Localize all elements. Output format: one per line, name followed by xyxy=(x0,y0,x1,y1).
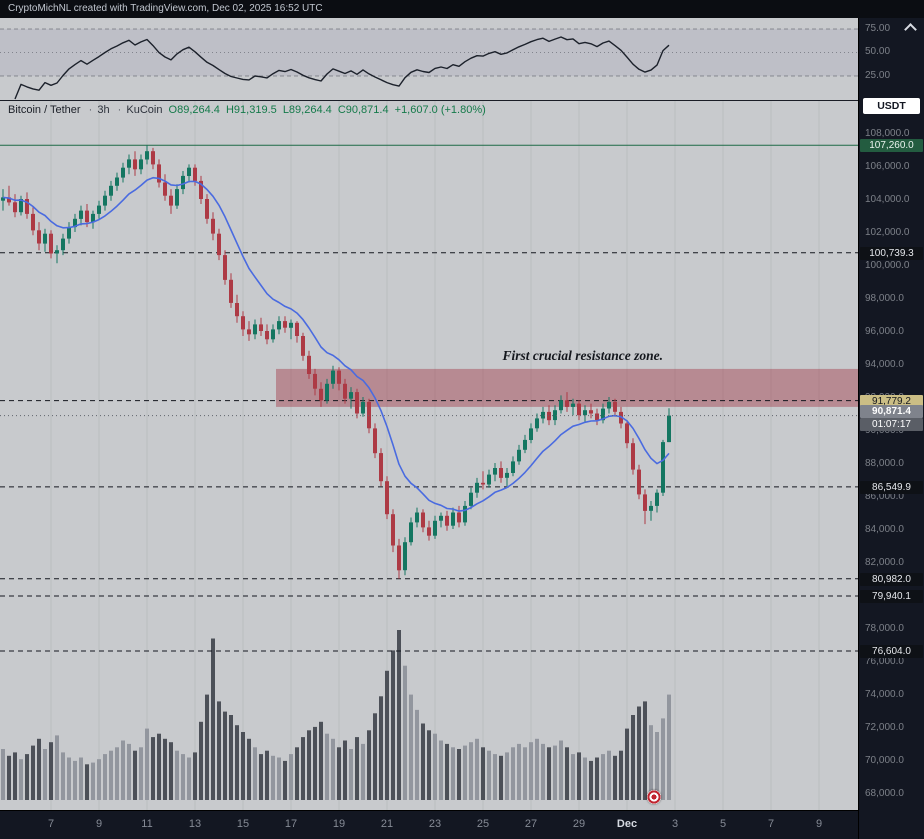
resistance-zone-annotation: First crucial resistance zone. xyxy=(502,348,663,363)
time-tick-label: 13 xyxy=(188,818,202,830)
price-tick-label: 78,000.0 xyxy=(865,623,904,634)
ohlc-close: C90,871.4 xyxy=(337,104,389,116)
price-tick-label: 72,000.0 xyxy=(865,722,904,733)
price-tick-label: 74,000.0 xyxy=(865,689,904,700)
price-tick-label: 102,000.0 xyxy=(865,227,910,238)
time-tick-label: 7 xyxy=(767,818,775,830)
price-tick-label: 76,000.0 xyxy=(865,656,904,667)
rsi-tick-label: 50.00 xyxy=(865,46,891,57)
ohlc-high: H91,319.5 xyxy=(225,104,277,116)
price-tick-label: 108,000.0 xyxy=(865,128,910,139)
time-tick-label: 27 xyxy=(524,818,538,830)
time-tick-label: 7 xyxy=(47,818,55,830)
legend-separator: · xyxy=(117,104,122,116)
attribution-text: CryptoMichNL created with TradingView.co… xyxy=(8,3,323,14)
price-level-label: 86,549.9 xyxy=(860,481,923,494)
attribution-bar: CryptoMichNL created with TradingView.co… xyxy=(0,0,924,18)
price-chart[interactable] xyxy=(0,100,858,810)
price-level-label: 76,604.0 xyxy=(860,645,923,658)
price-tick-label: 100,000.0 xyxy=(865,260,910,271)
price-level-label: 107,260.0 xyxy=(860,139,923,152)
price-tick-label: 106,000.0 xyxy=(865,161,910,172)
rsi-tick-label: 75.00 xyxy=(865,23,891,34)
price-level-label: 91,779.2 xyxy=(860,395,923,408)
time-tick-label: 15 xyxy=(236,818,250,830)
rsi-chart[interactable] xyxy=(0,18,858,100)
time-tick-label: 9 xyxy=(815,818,823,830)
current-price-label: 90,871.4 xyxy=(860,405,923,418)
symbol-name[interactable]: Bitcoin / Tether xyxy=(8,104,81,116)
dart-marker-icon xyxy=(647,790,661,804)
exchange-label: KuCoin xyxy=(126,104,163,116)
price-tick-label: 84,000.0 xyxy=(865,524,904,535)
price-tick-label: 104,000.0 xyxy=(865,194,910,205)
time-tick-label: 9 xyxy=(95,818,103,830)
time-tick-label: 21 xyxy=(380,818,394,830)
time-tick-label: Dec xyxy=(616,818,638,830)
pane-separator[interactable] xyxy=(0,100,858,101)
rsi-tick-label: 25.00 xyxy=(865,70,891,81)
price-tick-label: 94,000.0 xyxy=(865,359,904,370)
time-tick-label: 11 xyxy=(141,818,153,830)
time-tick-label: 29 xyxy=(572,818,586,830)
price-tick-label: 86,000.0 xyxy=(865,491,904,502)
symbol-legend[interactable]: Bitcoin / Tether · 3h · KuCoin O89,264.4… xyxy=(8,104,489,116)
time-tick-label: 3 xyxy=(671,818,679,830)
ohlc-open: O89,264.4 xyxy=(168,104,220,116)
price-change: +1,607.0 (+1.80%) xyxy=(394,104,486,116)
legend-separator: · xyxy=(88,104,93,116)
price-pane[interactable]: Bitcoin / Tether · 3h · KuCoin O89,264.4… xyxy=(0,100,858,810)
price-level-label: 79,940.1 xyxy=(860,590,923,603)
pane-collapse-icon[interactable] xyxy=(904,23,917,36)
rsi-pane[interactable] xyxy=(0,18,858,100)
price-axis[interactable]: USDT 75.00 50.00 25.00 108,000.0 106,000.0 10… xyxy=(858,18,924,839)
price-tick-label: 70,000.0 xyxy=(865,755,904,766)
price-level-label: 80,982.0 xyxy=(860,573,923,586)
price-tick-label: 82,000.0 xyxy=(865,557,904,568)
time-tick-label: 5 xyxy=(719,818,727,830)
interval-label[interactable]: 3h xyxy=(97,104,110,116)
ohlc-low: L89,264.4 xyxy=(282,104,332,116)
time-tick-label: 19 xyxy=(332,818,346,830)
price-tick-label: 88,000.0 xyxy=(865,458,904,469)
time-tick-label: 17 xyxy=(284,818,298,830)
time-axis[interactable]: 7 9 11 13 15 17 19 21 23 25 27 29 Dec 3 5 7 9 xyxy=(0,810,858,839)
countdown-label: 01:07:17 xyxy=(860,418,923,431)
price-tick-label: 98,000.0 xyxy=(865,293,904,304)
time-tick-label: 23 xyxy=(428,818,442,830)
price-level-label: 100,739.3 xyxy=(860,247,923,260)
currency-toggle-button[interactable]: USDT xyxy=(863,98,920,114)
price-tick-label: 68,000.0 xyxy=(865,788,904,799)
time-tick-label: 25 xyxy=(476,818,490,830)
price-tick-label: 96,000.0 xyxy=(865,326,904,337)
